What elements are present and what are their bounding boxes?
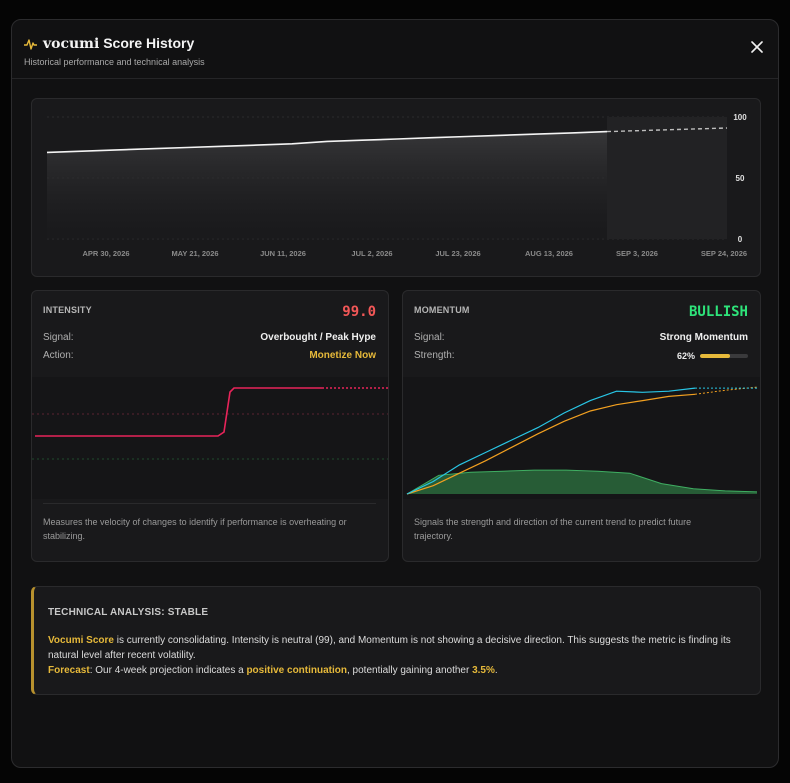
momentum-label: MOMENTUM xyxy=(414,305,470,315)
intensity-action-label: Action: xyxy=(43,350,74,361)
intensity-signal-value: Overbought / Peak Hype xyxy=(260,332,376,343)
forecast-highlight: positive continuation xyxy=(246,665,347,676)
title-rest: Score History xyxy=(103,35,195,51)
intensity-divider xyxy=(43,503,376,504)
technical-analysis-card: TECHNICAL ANALYSIS: STABLE Vocumi Score … xyxy=(31,586,761,695)
intensity-action-value: Monetize Now xyxy=(309,350,376,361)
intensity-line xyxy=(35,387,324,437)
momentum-chart-svg xyxy=(406,386,758,495)
intensity-chart-svg xyxy=(32,387,388,460)
score-chart-card: 100 50 0 APR 30, 2026 MAY 21, 2026 JUN 11, 20… xyxy=(31,98,761,277)
intensity-label: INTENSITY xyxy=(43,305,92,315)
modal-title: vocumi Score History xyxy=(43,35,194,52)
momentum-description: Signals the strength and direction of th… xyxy=(414,517,692,541)
momentum-histogram-area xyxy=(407,470,757,494)
forecast-label: Forecast xyxy=(48,665,90,676)
close-icon[interactable] xyxy=(750,40,764,54)
brand-name: vocumi xyxy=(43,36,100,52)
analysis-title: TECHNICAL ANALYSIS: STABLE xyxy=(48,607,209,618)
x-tick-label: SEP 3, 2026 xyxy=(616,249,658,258)
momentum-slow-forecast xyxy=(694,386,758,395)
forecast-text-a: : Our 4-week projection indicates a xyxy=(89,665,247,676)
momentum-card: MOMENTUM BULLISH Signal: Strong Momentum… xyxy=(402,290,761,562)
score-history-modal: vocumi Score History Historical performa… xyxy=(11,19,779,768)
x-tick-label: AUG 13, 2026 xyxy=(525,249,573,258)
momentum-histogram-line xyxy=(406,469,758,495)
forecast-line xyxy=(606,127,728,133)
momentum-fast-line xyxy=(406,387,696,495)
x-tick-label: JUN 11, 2026 xyxy=(260,249,306,258)
x-tick-label: JUL 2, 2026 xyxy=(351,249,392,258)
modal-title-row: vocumi Score History xyxy=(24,35,194,52)
momentum-value: BULLISH xyxy=(688,304,748,320)
strength-percent: 62% xyxy=(676,351,695,361)
momentum-signal-value: Strong Momentum xyxy=(659,332,748,343)
momentum-chart[interactable] xyxy=(403,377,760,499)
intensity-signal-label: Signal: xyxy=(43,332,74,343)
analysis-line1: is currently consolidating. Intensity is… xyxy=(48,635,731,661)
strength-bar-track xyxy=(700,354,748,358)
forecast-percent: 3.5% xyxy=(472,665,495,676)
forecast-end: . xyxy=(494,665,498,676)
strength-bar-fill xyxy=(700,354,730,358)
momentum-strength: 62% xyxy=(677,351,748,361)
pulse-icon xyxy=(24,38,37,50)
intensity-value: 99.0 xyxy=(342,304,376,320)
x-tick-label: JUL 23, 2026 xyxy=(435,249,480,258)
intensity-card: INTENSITY 99.0 Signal: Overbought / Peak… xyxy=(31,290,389,562)
intensity-chart[interactable] xyxy=(32,377,388,499)
y-tick-label: 50 xyxy=(736,174,745,183)
momentum-signal-label: Signal: xyxy=(414,332,445,343)
score-line xyxy=(46,130,608,154)
y-tick-label: 100 xyxy=(733,113,747,122)
score-area xyxy=(47,131,607,239)
y-tick-label: 0 xyxy=(738,235,743,244)
forecast-text-b: , potentially gaining another xyxy=(347,665,473,676)
modal-subtitle: Historical performance and technical ana… xyxy=(24,57,205,67)
modal-header: vocumi Score History Historical performa… xyxy=(12,20,778,79)
forecast-region xyxy=(607,117,727,239)
x-tick-label: MAY 21, 2026 xyxy=(171,249,218,258)
momentum-slow-line xyxy=(406,393,696,495)
x-tick-label: SEP 24, 2026 xyxy=(701,249,747,258)
momentum-strength-label: Strength: xyxy=(414,350,455,361)
intensity-description: Measures the velocity of changes to iden… xyxy=(43,517,347,541)
x-tick-label: APR 30, 2026 xyxy=(82,249,129,258)
score-chart[interactable]: 100 50 0 APR 30, 2026 MAY 21, 2026 JUN 11, 20… xyxy=(32,99,761,277)
analysis-body: Vocumi Score is currently consolidating.… xyxy=(48,633,746,678)
analysis-brand: Vocumi Score xyxy=(48,635,114,646)
